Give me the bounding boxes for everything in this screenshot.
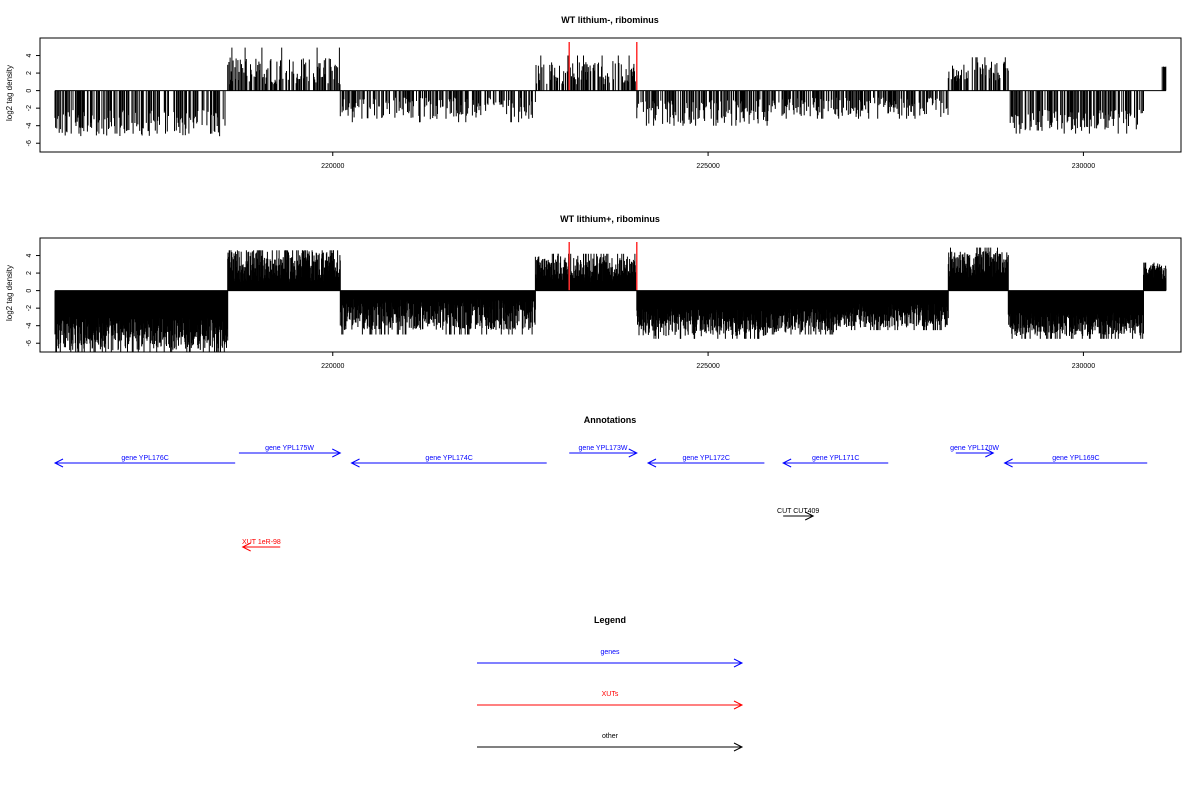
legend-title: Legend <box>594 615 626 625</box>
marker-group <box>568 42 638 91</box>
feature-label: gene YPL171C <box>812 455 859 462</box>
feature-group: gene YPL176C gene YPL175W gene YPL174C gene… <box>53 445 1148 552</box>
feature-label: XUT 1eR-98 <box>242 539 281 546</box>
feature-label: gene YPL174C <box>425 455 472 462</box>
panel-title: WT lithium+, ribominus <box>560 214 660 224</box>
coverage-panel-lithium-minus: WT lithium-, ribominus log2 tag density … <box>5 15 1182 170</box>
y-axis-label: log2 tag density <box>5 265 14 321</box>
y-tick-label: -6 <box>26 340 33 346</box>
feature-arrowhead <box>804 511 815 521</box>
bar-group <box>54 247 1167 352</box>
feature-arrowhead <box>628 448 638 458</box>
feature-arrowhead <box>646 458 657 468</box>
y-tick-label: -4 <box>26 122 33 128</box>
feature-label: gene YPL169C <box>1052 455 1099 462</box>
y-tick-label: 2 <box>26 71 33 75</box>
x-tick-label: 230000 <box>1072 163 1095 170</box>
y-axis: 4 2 0 -2 -4 -6 <box>26 53 40 146</box>
feature-arrowhead <box>332 448 342 458</box>
y-tick-label: 2 <box>26 271 33 275</box>
legend-items: genes XUTs other <box>477 649 744 752</box>
marker-group <box>568 242 638 291</box>
feature-label: gene YPL175W <box>265 445 314 452</box>
panel-title: WT lithium-, ribominus <box>561 15 659 25</box>
x-tick-label: 230000 <box>1072 363 1095 370</box>
y-tick-label: -2 <box>26 305 33 311</box>
y-axis-label: log2 tag density <box>5 65 14 121</box>
y-tick-label: 4 <box>26 253 33 257</box>
y-axis: 4 2 0 -2 -4 -6 <box>26 253 40 346</box>
coverage-panel-lithium-plus: WT lithium+, ribominus log2 tag density … <box>5 214 1182 370</box>
annotations-title: Annotations <box>584 415 637 425</box>
y-tick-label: 4 <box>26 53 33 57</box>
x-tick-label: 225000 <box>696 163 719 170</box>
feature-label: gene YPL176C <box>121 455 168 462</box>
y-tick-label: 0 <box>26 89 33 93</box>
x-tick-label: 225000 <box>696 363 719 370</box>
plot-frame <box>39 37 1182 153</box>
bar-group <box>54 47 1167 137</box>
feature-arrowhead <box>53 458 64 468</box>
legend: Legend genes XUTs other <box>477 615 744 752</box>
x-axis: 220000 225000 230000 <box>321 152 1095 170</box>
feature-arrowhead <box>985 448 995 458</box>
feature-arrowhead <box>350 458 360 468</box>
legend-label: other <box>602 733 619 740</box>
legend-label: XUTs <box>602 691 619 698</box>
plot-frame <box>39 237 1182 353</box>
feature-label: CUT CUT409 <box>777 508 819 515</box>
y-tick-label: -4 <box>26 322 33 328</box>
x-tick-label: 220000 <box>321 163 344 170</box>
y-tick-label: -2 <box>26 105 33 111</box>
feature-arrowhead <box>1003 458 1013 468</box>
legend-arrowhead <box>733 700 744 710</box>
feature-label: gene YPL173W <box>579 445 628 452</box>
x-tick-label: 220000 <box>321 363 344 370</box>
legend-label: genes <box>600 649 620 656</box>
y-tick-label: -6 <box>26 140 33 146</box>
feature-arrowhead <box>782 458 792 468</box>
legend-arrowhead <box>733 742 744 752</box>
x-axis: 220000 225000 230000 <box>321 352 1095 370</box>
feature-label: gene YPL172C <box>683 455 730 462</box>
feature-arrowhead <box>241 542 251 552</box>
legend-arrowhead <box>733 658 744 668</box>
feature-label: gene YPL170W <box>950 445 999 452</box>
y-tick-label: 0 <box>26 289 33 293</box>
